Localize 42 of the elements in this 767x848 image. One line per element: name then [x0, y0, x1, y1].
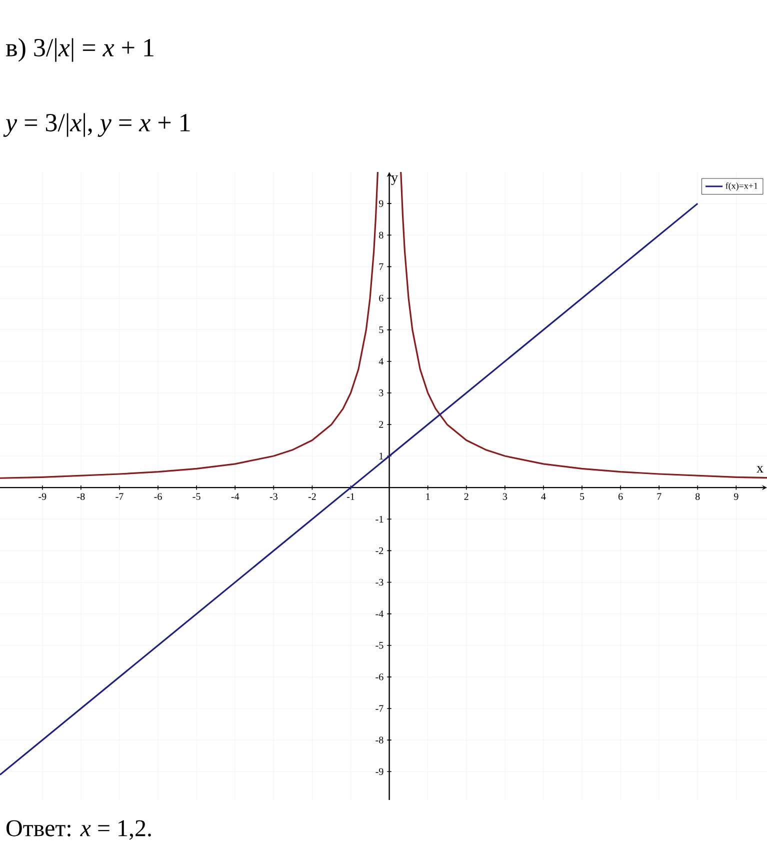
x-tick-label: 6 — [618, 493, 623, 500]
y-tick-label: -3 — [376, 578, 384, 586]
y-tick-label: -1 — [376, 516, 384, 522]
x-tick-label: -6 — [154, 493, 162, 500]
y-tick-label: 7 — [379, 263, 384, 270]
y-tick-label: 9 — [378, 200, 384, 207]
legend-label: f(x)=x+1 — [726, 182, 758, 191]
y-tick-label: 8 — [379, 232, 384, 238]
y-tick-label: 2 — [379, 421, 384, 428]
x-tick-label: 7 — [657, 493, 662, 500]
y-tick-label: -2 — [376, 547, 384, 554]
x-tick-label: -9 — [38, 493, 46, 500]
y-tick-label: 1 — [380, 452, 384, 460]
text: Ответ: x = 1,2. — [6, 820, 151, 840]
x-tick-label: 5 — [580, 493, 584, 500]
y-tick-label: -8 — [376, 736, 384, 744]
x-tick-label: -4 — [231, 493, 240, 500]
chart-subtitle: y = 3/|x|, y = x + 1 — [3, 113, 190, 137]
x-tick-label: 8 — [696, 493, 700, 500]
x-tick-label: 3 — [502, 493, 508, 500]
y-tick-label: -4 — [376, 610, 384, 618]
y-tick-label: -6 — [376, 674, 384, 680]
y-tick-label: 6 — [379, 294, 384, 302]
x-tick-label: -8 — [77, 493, 85, 500]
y-tick-label: 5 — [379, 326, 384, 334]
y-tick-label: 3 — [379, 390, 384, 396]
x-tick-label: 9 — [734, 493, 738, 500]
x-tick-label: -7 — [116, 493, 124, 500]
x-tick-label: 1 — [426, 493, 430, 500]
x-tick-label: -5 — [192, 493, 200, 500]
y-tick-label: -5 — [376, 642, 384, 649]
x-tick-label: -3 — [270, 493, 278, 500]
y-tick-label: -9 — [376, 768, 384, 775]
x-tick-label: 4 — [541, 493, 546, 500]
y-tick-label: 4 — [378, 358, 384, 365]
x-axis-title: x — [756, 466, 764, 472]
x-tick-label: 2 — [464, 493, 468, 500]
x-tick-label: -2 — [308, 493, 316, 500]
chart-title: в) 3/|x| = x + 1 — [6, 38, 154, 62]
y-tick-label: -7 — [376, 705, 384, 712]
x-tick-label: -1 — [346, 493, 354, 500]
y-axis-title: y — [391, 176, 398, 185]
